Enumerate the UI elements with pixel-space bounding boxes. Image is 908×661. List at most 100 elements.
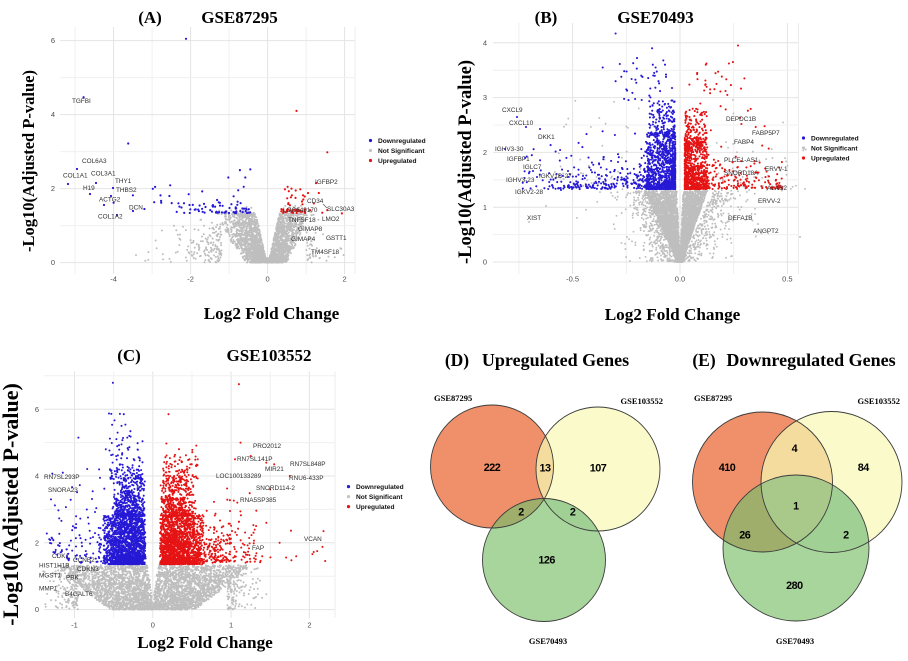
svg-text:FABP5P7: FABP5P7 bbox=[752, 130, 780, 137]
svg-text:GSE70493: GSE70493 bbox=[529, 636, 567, 646]
svg-text:4: 4 bbox=[792, 443, 798, 455]
svg-text:THBS2: THBS2 bbox=[116, 187, 137, 194]
svg-text:0: 0 bbox=[483, 258, 487, 267]
svg-text:CD34: CD34 bbox=[307, 198, 324, 205]
svg-text:2: 2 bbox=[570, 507, 576, 519]
svg-text:Upregulated: Upregulated bbox=[356, 504, 394, 511]
svg-text:RN7SL293P: RN7SL293P bbox=[44, 474, 80, 481]
svg-text:Log2 Fold Change: Log2 Fold Change bbox=[137, 633, 273, 652]
svg-text:2: 2 bbox=[518, 507, 524, 519]
svg-text:MMP1: MMP1 bbox=[39, 586, 58, 593]
svg-text:Log2 Fold Change: Log2 Fold Change bbox=[204, 304, 340, 323]
svg-text:Downregulated: Downregulated bbox=[356, 484, 404, 491]
svg-text:RNA5SP385: RNA5SP385 bbox=[240, 497, 277, 504]
svg-text:0.5: 0.5 bbox=[782, 275, 792, 284]
svg-text:LMO2: LMO2 bbox=[322, 216, 340, 223]
svg-text:Downregulated Genes: Downregulated Genes bbox=[726, 350, 895, 370]
svg-text:VCAN: VCAN bbox=[304, 536, 322, 543]
svg-text:1: 1 bbox=[793, 501, 799, 513]
svg-text:0: 0 bbox=[266, 275, 270, 284]
svg-text:0: 0 bbox=[51, 258, 55, 267]
svg-text:4: 4 bbox=[483, 38, 487, 47]
svg-text:(B): (B) bbox=[535, 8, 558, 27]
svg-text:COL1A2: COL1A2 bbox=[98, 214, 123, 221]
svg-text:280: 280 bbox=[786, 580, 803, 592]
svg-text:COL1A1: COL1A1 bbox=[63, 173, 88, 180]
svg-text:-1: -1 bbox=[71, 621, 78, 630]
svg-text:FABP4: FABP4 bbox=[734, 139, 754, 146]
svg-text:(D): (D) bbox=[445, 350, 469, 370]
svg-text:GSE87295: GSE87295 bbox=[434, 393, 472, 403]
svg-text:CCNB2: CCNB2 bbox=[73, 557, 95, 564]
svg-text:3: 3 bbox=[483, 93, 487, 102]
svg-text:IGKV1D-27: IGKV1D-27 bbox=[539, 173, 572, 180]
svg-text:DKK1: DKK1 bbox=[538, 134, 555, 141]
svg-text:(E): (E) bbox=[692, 350, 716, 370]
svg-text:PLCE1-AS1: PLCE1-AS1 bbox=[724, 157, 759, 164]
svg-text:GSE87295: GSE87295 bbox=[694, 393, 732, 403]
svg-text:Not Significant: Not Significant bbox=[378, 148, 425, 155]
svg-text:2: 2 bbox=[307, 621, 311, 630]
svg-text:H19: H19 bbox=[83, 185, 95, 192]
svg-text:TM4SF18: TM4SF18 bbox=[311, 249, 340, 256]
svg-text:126: 126 bbox=[538, 555, 555, 567]
svg-text:Downregulated: Downregulated bbox=[811, 135, 859, 142]
svg-text:IGLC7: IGLC7 bbox=[523, 164, 542, 171]
svg-text:6: 6 bbox=[35, 405, 39, 414]
svg-text:-0.5: -0.5 bbox=[566, 275, 579, 284]
svg-text:FAP: FAP bbox=[252, 545, 264, 552]
svg-text:ERVV-2: ERVV-2 bbox=[758, 198, 781, 205]
svg-text:XIST: XIST bbox=[527, 215, 541, 222]
svg-text:84: 84 bbox=[858, 462, 870, 474]
svg-text:222: 222 bbox=[484, 462, 501, 474]
svg-text:(C): (C) bbox=[117, 346, 141, 365]
svg-text:THY1: THY1 bbox=[115, 178, 132, 185]
svg-text:TNFSF18: TNFSF18 bbox=[288, 217, 316, 224]
svg-text:0.0: 0.0 bbox=[675, 275, 685, 284]
svg-text:6: 6 bbox=[51, 36, 55, 45]
svg-text:GIMAP4: GIMAP4 bbox=[291, 236, 316, 243]
svg-text:GSE103552: GSE103552 bbox=[620, 396, 663, 406]
svg-text:1: 1 bbox=[229, 621, 233, 630]
svg-text:PRO2012: PRO2012 bbox=[253, 443, 282, 450]
svg-text:2: 2 bbox=[35, 538, 39, 547]
svg-text:13: 13 bbox=[539, 463, 551, 475]
svg-text:MGST1: MGST1 bbox=[39, 573, 61, 580]
svg-text:HIST1H1B: HIST1H1B bbox=[39, 563, 70, 570]
svg-text:107: 107 bbox=[590, 463, 607, 475]
svg-text:GSE103552: GSE103552 bbox=[857, 396, 900, 406]
svg-text:SNORD114-2: SNORD114-2 bbox=[256, 485, 295, 492]
svg-text:B4GALT6: B4GALT6 bbox=[65, 591, 93, 598]
svg-text:(A): (A) bbox=[138, 8, 162, 27]
svg-text:CDK1: CDK1 bbox=[52, 553, 69, 560]
svg-text:Not Significant: Not Significant bbox=[811, 145, 858, 152]
svg-text:IGHV3-30: IGHV3-30 bbox=[495, 146, 524, 153]
svg-text:-Log10(Adjusted P-value): -Log10(Adjusted P-value) bbox=[19, 70, 38, 252]
svg-text:ALAS2: ALAS2 bbox=[767, 185, 787, 192]
svg-text:ACTG2: ACTG2 bbox=[99, 197, 121, 204]
svg-text:2: 2 bbox=[343, 275, 347, 284]
svg-text:2: 2 bbox=[843, 530, 849, 542]
svg-text:TGFBI: TGFBI bbox=[72, 98, 91, 105]
svg-text:GIMAP8: GIMAP8 bbox=[298, 226, 323, 233]
svg-text:COL6A3: COL6A3 bbox=[82, 158, 107, 165]
svg-text:410: 410 bbox=[719, 462, 736, 474]
svg-text:IGFBP1: IGFBP1 bbox=[507, 156, 530, 163]
svg-text:-Log10(Adjusted P-value): -Log10(Adjusted P-value) bbox=[0, 383, 23, 626]
svg-text:GSE87295: GSE87295 bbox=[201, 8, 278, 27]
svg-text:Log2 Fold Change: Log2 Fold Change bbox=[605, 305, 741, 324]
svg-text:IGKV2-28: IGKV2-28 bbox=[515, 189, 544, 196]
svg-text:CXCL10: CXCL10 bbox=[509, 120, 534, 127]
svg-text:Upregulated: Upregulated bbox=[378, 158, 416, 165]
svg-text:LOC649170: LOC649170 bbox=[283, 207, 318, 214]
svg-text:ERVV-1: ERVV-1 bbox=[765, 166, 788, 173]
svg-text:2: 2 bbox=[51, 184, 55, 193]
svg-text:1: 1 bbox=[483, 203, 487, 212]
svg-text:DEPDC1B: DEPDC1B bbox=[726, 116, 756, 123]
svg-text:LOC100133289: LOC100133289 bbox=[216, 473, 262, 480]
svg-text:DCN: DCN bbox=[129, 205, 143, 212]
svg-text:26: 26 bbox=[739, 530, 751, 542]
svg-text:GSE70493: GSE70493 bbox=[776, 636, 814, 646]
svg-text:RN7SL848P: RN7SL848P bbox=[290, 461, 326, 468]
svg-text:DEFA1B: DEFA1B bbox=[728, 215, 753, 222]
